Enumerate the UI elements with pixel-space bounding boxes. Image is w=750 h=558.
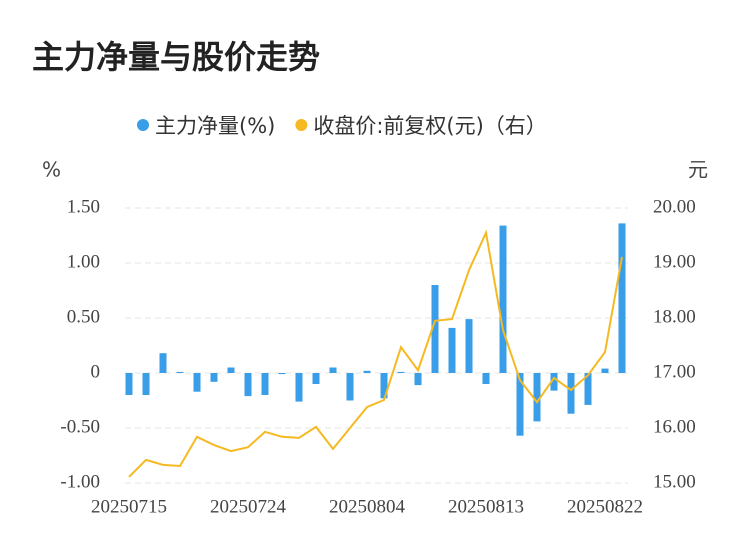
y2-tick-label: 15.00	[653, 471, 696, 492]
y-tick-label: -1.00	[60, 471, 100, 492]
bar	[159, 353, 167, 373]
bar	[618, 223, 626, 373]
x-tick-label: 20250715	[91, 496, 167, 517]
bar	[448, 327, 456, 373]
bar	[142, 373, 150, 395]
bar	[329, 367, 337, 373]
legend-label: 主力净量(%)	[155, 114, 275, 138]
y-tick-label: -0.50	[60, 416, 100, 437]
legend-marker	[137, 119, 149, 131]
bar	[414, 373, 422, 386]
bar	[346, 373, 354, 401]
y-tick-label: 1.00	[67, 251, 100, 272]
bar	[312, 373, 320, 384]
y-tick-label: 1.50	[67, 196, 100, 217]
bar	[601, 368, 609, 373]
y2-tick-label: 16.00	[653, 416, 696, 437]
bar	[397, 371, 405, 373]
bar	[244, 373, 252, 397]
bar	[533, 373, 541, 422]
bar	[516, 373, 524, 436]
bar	[380, 373, 388, 399]
bar	[193, 373, 201, 392]
bar	[431, 285, 439, 373]
bar	[567, 373, 575, 414]
y2-axis-title: 元	[688, 158, 708, 182]
x-tick-label: 20250822	[567, 496, 643, 517]
bar	[295, 373, 303, 402]
y2-tick-label: 17.00	[653, 361, 696, 382]
y-tick-label: 0	[91, 361, 101, 382]
y-axis-title: %	[42, 158, 61, 182]
y-tick-label: 0.50	[67, 306, 100, 327]
bar	[499, 225, 507, 373]
y2-tick-label: 20.00	[653, 196, 696, 217]
bar	[584, 373, 592, 405]
legend-label: 收盘价:前复权(元)（右）	[313, 114, 546, 138]
bar	[261, 373, 269, 395]
price-line	[128, 229, 623, 478]
x-tick-label: 20250804	[329, 496, 406, 517]
bar	[227, 367, 235, 373]
chart-title: 主力净量与股价走势	[32, 38, 320, 76]
y2-tick-label: 19.00	[653, 251, 696, 272]
bar	[176, 371, 184, 373]
bar	[482, 373, 490, 384]
bar	[550, 373, 558, 391]
bar	[465, 319, 473, 373]
bar	[210, 373, 218, 382]
legend-marker	[295, 119, 308, 131]
bar	[363, 370, 371, 373]
bar	[125, 373, 133, 395]
x-tick-label: 20250813	[448, 496, 524, 517]
bar	[278, 373, 286, 375]
y2-tick-label: 18.00	[653, 306, 696, 327]
x-tick-label: 20250724	[210, 496, 287, 517]
